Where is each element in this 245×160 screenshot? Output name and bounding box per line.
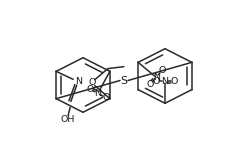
Text: O: O <box>86 84 94 94</box>
Text: O: O <box>152 77 160 86</box>
Text: N: N <box>75 77 82 86</box>
Text: O: O <box>170 77 178 86</box>
Text: N: N <box>161 77 169 86</box>
Text: N: N <box>153 73 160 82</box>
Text: O: O <box>88 78 96 87</box>
Text: OH: OH <box>61 115 75 124</box>
Text: O: O <box>147 80 154 89</box>
Text: O: O <box>102 93 110 102</box>
Text: S: S <box>121 76 127 85</box>
Text: O: O <box>158 66 166 75</box>
Text: N: N <box>94 89 101 98</box>
